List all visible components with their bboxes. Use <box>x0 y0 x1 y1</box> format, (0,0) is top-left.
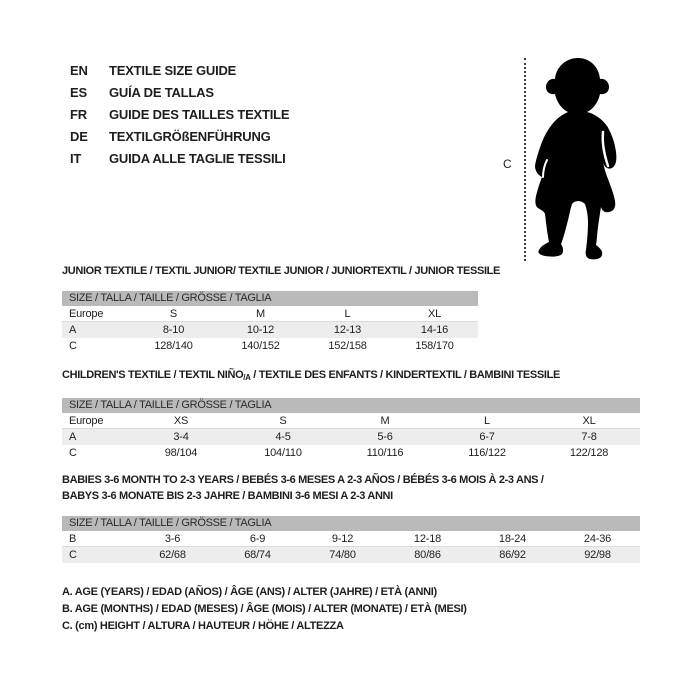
language-code: FR <box>70 107 87 122</box>
size-table-header: SIZE / TALLA / TAILLE / GRÖSSE / TAGLIA <box>62 516 640 531</box>
section-title-text: JUNIOR TEXTILE / TEXTIL JUNIOR/ TEXTILE … <box>62 265 501 277</box>
table-cell: 68/74 <box>244 549 271 561</box>
language-label: GUIDA ALLE TAGLIE TESSILI <box>109 151 286 166</box>
table-cell: 24-36 <box>583 533 612 545</box>
table-row: C 62/68 68/74 74/80 80/86 86/92 92/98 <box>62 547 640 563</box>
table-cell: 92/98 <box>584 549 611 561</box>
row-label: C <box>69 447 77 459</box>
size-table-header: SIZE / TALLA / TAILLE / GRÖSSE / TAGLIA <box>62 398 640 413</box>
table-cell: 98/104 <box>164 447 198 459</box>
row-label: C <box>69 340 77 352</box>
size-table: SIZE / TALLA / TAILLE / GRÖSSE / TAGLIA B… <box>62 516 640 563</box>
language-row: DE TEXTILGRÖßENFÜHRUNG <box>70 126 289 148</box>
table-cell: 86/92 <box>499 549 526 561</box>
size-table: SIZE / TALLA / TAILLE / GRÖSSE / TAGLIA E… <box>62 398 640 461</box>
section-title-text: /A <box>243 373 251 382</box>
table-cell: M <box>256 308 265 320</box>
row-label: C <box>69 549 77 561</box>
table-cell: 9-12 <box>331 533 354 545</box>
language-code: IT <box>70 151 82 166</box>
section-junior-textile: JUNIOR TEXTILE / TEXTIL JUNIOR/ TEXTILE … <box>62 263 500 354</box>
height-marker-label: C <box>503 157 512 171</box>
language-code: ES <box>70 85 87 100</box>
table-row: A 3-4 4-5 5-6 6-7 7-8 <box>62 429 640 445</box>
table-cell: 6-7 <box>479 431 495 443</box>
table-row: B 3-6 6-9 9-12 12-18 18-24 24-36 <box>62 531 640 547</box>
legend: A. AGE (YEARS) / EDAD (AÑOS) / ÂGE (ANS)… <box>62 584 467 635</box>
row-label: Europe <box>69 415 104 427</box>
table-cell: 3-6 <box>164 533 181 545</box>
table-cell: 152/158 <box>328 340 367 352</box>
table-cell: 5-6 <box>377 431 393 443</box>
table-cell: 4-5 <box>275 431 291 443</box>
table-cell: 128/140 <box>154 340 193 352</box>
table-cell: XL <box>427 308 442 320</box>
table-cell: 116/122 <box>468 447 506 459</box>
table-cell: 12-13 <box>333 324 362 336</box>
table-cell: XL <box>582 415 596 427</box>
language-code: EN <box>70 63 88 78</box>
table-cell: 10-12 <box>246 324 275 336</box>
row-label: Europe <box>69 308 104 320</box>
toddler-silhouette-image <box>535 58 617 260</box>
table-cell: 80/86 <box>414 549 441 561</box>
row-label: A <box>69 431 77 443</box>
table-cell: 110/116 <box>366 447 404 459</box>
section-title-text: CHILDREN'S TEXTILE / TEXTIL NIÑO <box>62 369 244 381</box>
section-title-text: BABYS 3-6 MONATE BIS 2-3 JAHRE / BAMBINI… <box>62 490 393 502</box>
row-label: B <box>69 533 77 545</box>
language-label: TEXTILE SIZE GUIDE <box>109 63 237 78</box>
table-cell: 104/110 <box>264 447 302 459</box>
table-row: C 128/140 140/152 152/158 158/170 <box>62 338 478 354</box>
table-cell: 140/152 <box>241 340 280 352</box>
row-label: A <box>69 324 77 336</box>
table-cell: 8-10 <box>162 324 185 336</box>
table-row: C 98/104 104/110 110/116 116/122 122/128 <box>62 445 640 461</box>
language-row: FR GUIDE DES TAILLES TEXTILE <box>70 104 290 126</box>
legend-line: B. AGE (MONTHS) / EDAD (MESES) / ÂGE (MO… <box>62 603 467 615</box>
table-row: A 8-10 10-12 12-13 14-16 <box>62 322 478 338</box>
table-cell: 6-9 <box>249 533 266 545</box>
section-title: JUNIOR TEXTILE / TEXTIL JUNIOR/ TEXTILE … <box>62 263 500 279</box>
height-dotted-line <box>524 58 526 261</box>
size-table: SIZE / TALLA / TAILLE / GRÖSSE / TAGLIA E… <box>62 291 478 354</box>
legend-line: A. AGE (YEARS) / EDAD (AÑOS) / ÂGE (ANS)… <box>62 586 437 598</box>
legend-line: C. (cm) HEIGHT / ALTURA / HAUTEUR / HÖHE… <box>62 620 344 632</box>
table-cell: 12-18 <box>413 533 442 545</box>
language-row: ES GUÍA DE TALLAS <box>70 82 289 104</box>
section-title-text: BABIES 3-6 MONTH TO 2-3 YEARS / BEBÉS 3-… <box>62 474 544 486</box>
table-cell: L <box>484 415 490 427</box>
table-cell: 74/80 <box>329 549 356 561</box>
section-babies-textile: BABIES 3-6 MONTH TO 2-3 YEARS / BEBÉS 3-… <box>62 472 640 563</box>
table-cell: XS <box>173 415 189 427</box>
language-row: EN TEXTILE SIZE GUIDE <box>70 60 289 82</box>
language-label: GUIDE DES TAILLES TEXTILE <box>109 107 290 122</box>
section-title: CHILDREN'S TEXTILE / TEXTIL NIÑO/A / TEX… <box>62 367 640 386</box>
language-label: TEXTILGRÖßENFÜHRUNG <box>109 129 271 144</box>
section-title-text: / TEXTILE DES ENFANTS / KINDERTEXTIL / B… <box>250 369 560 381</box>
table-cell: 3-4 <box>173 431 189 443</box>
table-cell: M <box>380 415 390 427</box>
table-cell: 7-8 <box>581 431 597 443</box>
table-cell: 62/68 <box>159 549 186 561</box>
table-cell: 122/128 <box>569 447 609 459</box>
language-label: GUÍA DE TALLAS <box>109 85 214 100</box>
table-row: Europe XS S M L XL <box>62 413 640 429</box>
language-code: DE <box>70 129 88 144</box>
table-row: Europe S M L XL <box>62 306 478 322</box>
size-table-header: SIZE / TALLA / TAILLE / GRÖSSE / TAGLIA <box>62 291 478 306</box>
table-cell: 158/170 <box>415 340 454 352</box>
table-cell: S <box>279 415 287 427</box>
table-cell: S <box>169 308 178 320</box>
table-cell: 14-16 <box>420 324 449 336</box>
table-cell: 18-24 <box>498 533 527 545</box>
language-row: IT GUIDA ALLE TAGLIE TESSILI <box>70 148 289 170</box>
section-childrens-textile: CHILDREN'S TEXTILE / TEXTIL NIÑO/A / TEX… <box>62 367 640 461</box>
table-cell: L <box>344 308 351 320</box>
language-list: EN TEXTILE SIZE GUIDE ES GUÍA DE TALLAS FR GU… <box>70 60 290 170</box>
section-title: BABIES 3-6 MONTH TO 2-3 YEARS / BEBÉS 3-… <box>62 472 640 504</box>
